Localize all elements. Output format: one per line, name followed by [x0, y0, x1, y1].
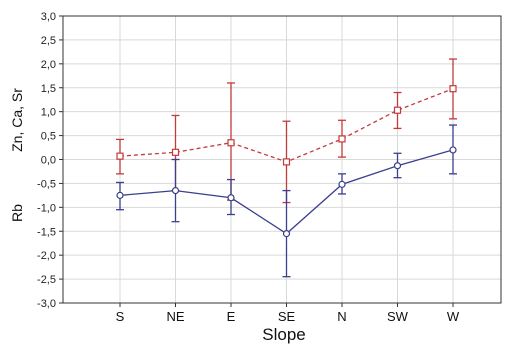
x-tick-label: N: [337, 309, 346, 324]
data-point: [282, 158, 291, 166]
y-tick-label: 1,0: [41, 107, 56, 119]
data-point: [338, 180, 346, 188]
y-tick-label: -1,5: [37, 226, 56, 238]
data-point: [171, 148, 180, 156]
data-point: [393, 162, 402, 170]
x-tick-label: E: [227, 309, 236, 324]
x-tick-label: NE: [166, 309, 184, 324]
x-axis-label: Slope: [262, 325, 305, 344]
grid-layer: [63, 15, 501, 304]
y-tick-label: 2,5: [41, 35, 56, 47]
x-tick-label: SE: [278, 309, 296, 324]
plot-frame: [62, 15, 502, 304]
x-tick-label: S: [116, 309, 125, 324]
label-layer: 3,0 2,5 2,0 1,5 1,0 0,5 0,0 -0,5 -1,0 -1,5 -2,0 -2,…: [37, 11, 460, 324]
y-tick-label: -2,5: [37, 274, 56, 286]
data-point: [116, 152, 124, 160]
data-point: [393, 106, 402, 114]
series-group: [116, 124, 457, 278]
y-tick-label: 2,0: [41, 59, 56, 71]
data-point: [449, 146, 457, 154]
y-tick-label: 3,0: [41, 11, 56, 23]
data-point: [227, 139, 235, 147]
y-tick-label: -2,0: [37, 250, 56, 262]
y-tick-label: -0,5: [37, 178, 56, 190]
x-tick-label: SW: [387, 309, 409, 324]
data-point: [227, 194, 235, 202]
data-point: [116, 191, 124, 199]
y-tick-label: 0,0: [41, 155, 56, 167]
data-point: [449, 85, 457, 93]
y-axis-label-upper: Zn, Ca, Sr: [9, 88, 25, 152]
data-point: [171, 186, 180, 195]
y-tick-label: 0,5: [41, 131, 56, 143]
data-point: [282, 230, 291, 238]
axis-layer: [59, 15, 502, 307]
x-tick-label: W: [447, 309, 460, 324]
data-point: [338, 135, 346, 143]
y-tick-label: -3,0: [37, 298, 56, 310]
y-axis-label-lower: Rb: [9, 204, 25, 222]
y-tick-label: 1,5: [41, 83, 56, 95]
y-tick-label: -1,0: [37, 202, 56, 214]
series-layer: [116, 58, 457, 278]
